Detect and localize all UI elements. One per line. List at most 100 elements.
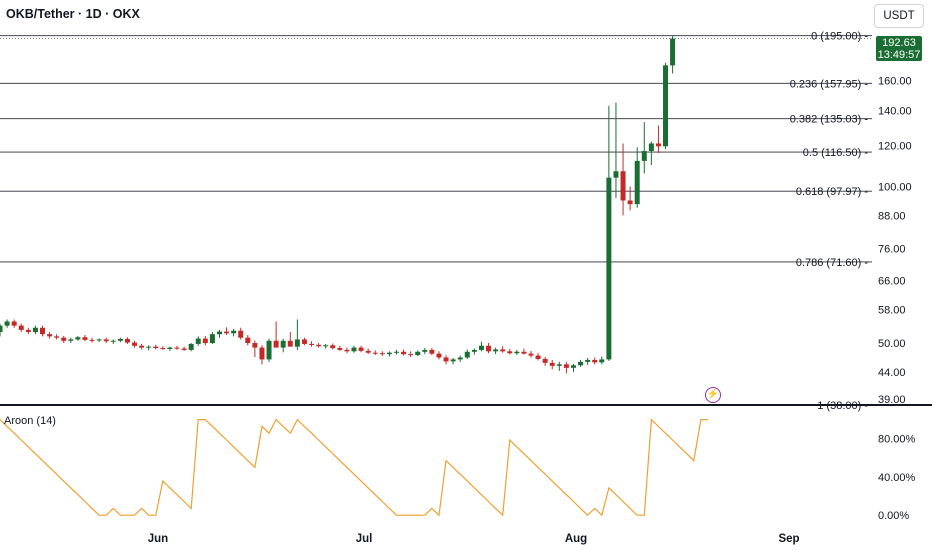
candle-body[interactable]: [139, 345, 145, 348]
candle-body[interactable]: [18, 325, 24, 330]
candle-body[interactable]: [224, 331, 230, 334]
candle-body[interactable]: [599, 359, 605, 363]
candle-body[interactable]: [507, 351, 513, 354]
candle-body[interactable]: [47, 334, 53, 337]
candle-body[interactable]: [4, 321, 10, 326]
candle-body[interactable]: [132, 342, 138, 346]
candle-body[interactable]: [514, 351, 520, 354]
candle-body[interactable]: [273, 340, 279, 348]
candle-body[interactable]: [216, 331, 222, 335]
candle-body[interactable]: [620, 171, 626, 201]
candle-body[interactable]: [471, 349, 477, 352]
candle-body[interactable]: [252, 343, 258, 348]
candle-body[interactable]: [429, 349, 435, 354]
candle-body[interactable]: [627, 200, 633, 205]
candle-body[interactable]: [124, 339, 130, 343]
candle-body[interactable]: [110, 340, 116, 342]
candle-body[interactable]: [39, 327, 45, 335]
candle-body[interactable]: [521, 351, 527, 354]
candle-body[interactable]: [358, 347, 364, 351]
candle-body[interactable]: [337, 348, 343, 350]
candle-body[interactable]: [535, 355, 541, 359]
candle-body[interactable]: [167, 347, 173, 349]
candle-body[interactable]: [500, 349, 506, 352]
candle-body[interactable]: [549, 362, 555, 366]
candle-body[interactable]: [365, 350, 371, 353]
candle-body[interactable]: [209, 334, 215, 344]
candle-body[interactable]: [89, 339, 95, 341]
candle-body[interactable]: [663, 65, 669, 147]
candle-body[interactable]: [287, 340, 293, 347]
candle-body[interactable]: [457, 357, 463, 360]
candle-body[interactable]: [238, 330, 244, 338]
candle-body[interactable]: [75, 337, 81, 340]
candle-body[interactable]: [294, 339, 300, 347]
candle-body[interactable]: [11, 321, 17, 326]
candle-body[interactable]: [280, 340, 286, 348]
candle-body[interactable]: [670, 38, 676, 66]
candle-body[interactable]: [648, 143, 654, 152]
candle-body[interactable]: [68, 339, 74, 341]
candle-body[interactable]: [146, 346, 152, 348]
candle-body[interactable]: [195, 338, 201, 344]
candle-body[interactable]: [32, 327, 38, 333]
candle-body[interactable]: [301, 339, 307, 344]
candle-body[interactable]: [578, 361, 584, 366]
candle-body[interactable]: [117, 339, 123, 341]
candle-body[interactable]: [259, 347, 265, 360]
candle-body[interactable]: [82, 337, 88, 340]
candle-body[interactable]: [493, 349, 499, 352]
candle-body[interactable]: [153, 346, 159, 349]
candle-body[interactable]: [542, 358, 548, 363]
candle-body[interactable]: [103, 339, 109, 342]
candle-body[interactable]: [0, 325, 3, 333]
candle-body[interactable]: [401, 351, 407, 355]
candle-body[interactable]: [160, 348, 166, 350]
candle-body[interactable]: [528, 353, 534, 356]
candle-body[interactable]: [25, 329, 31, 333]
candle-body[interactable]: [655, 143, 661, 147]
currency-button[interactable]: USDT: [874, 4, 924, 28]
candle-body[interactable]: [54, 336, 60, 338]
candle-body[interactable]: [592, 359, 598, 363]
candle-body[interactable]: [585, 359, 591, 362]
candle-body[interactable]: [245, 337, 251, 344]
candle-body[interactable]: [61, 337, 67, 341]
candle-body[interactable]: [556, 364, 562, 366]
candle-body[interactable]: [563, 364, 569, 368]
lightning-icon[interactable]: ⚡: [705, 387, 721, 403]
candle-body[interactable]: [613, 171, 619, 178]
candle-body[interactable]: [231, 330, 237, 334]
candle-body[interactable]: [464, 351, 470, 358]
candle-body[interactable]: [202, 338, 208, 344]
candle-body[interactable]: [330, 345, 336, 349]
candle-body[interactable]: [634, 160, 640, 205]
candle-body[interactable]: [181, 348, 187, 350]
candle-body[interactable]: [422, 349, 428, 352]
candle-body[interactable]: [606, 177, 612, 360]
candle-body[interactable]: [316, 344, 322, 347]
candle-body[interactable]: [443, 357, 449, 362]
candle-body[interactable]: [372, 352, 378, 354]
candle-body[interactable]: [450, 359, 456, 362]
candle-body[interactable]: [344, 349, 350, 352]
candle-body[interactable]: [478, 345, 484, 350]
candle-body[interactable]: [188, 343, 194, 350]
candle-body[interactable]: [323, 345, 329, 347]
candle-body[interactable]: [408, 354, 414, 356]
candle-body[interactable]: [96, 339, 102, 341]
candle-body[interactable]: [436, 353, 442, 358]
candle-body[interactable]: [266, 340, 272, 360]
price-tick-label: 66.00: [878, 275, 906, 287]
candle-body[interactable]: [174, 347, 180, 349]
candle-body[interactable]: [570, 365, 576, 368]
candle-body[interactable]: [351, 347, 357, 352]
candle-body[interactable]: [386, 352, 392, 355]
candle-body[interactable]: [415, 351, 421, 356]
candle-body[interactable]: [641, 151, 647, 161]
candle-body[interactable]: [379, 353, 385, 355]
candle-body[interactable]: [486, 345, 492, 352]
candle-body[interactable]: [393, 351, 399, 353]
candle-body[interactable]: [309, 343, 315, 345]
